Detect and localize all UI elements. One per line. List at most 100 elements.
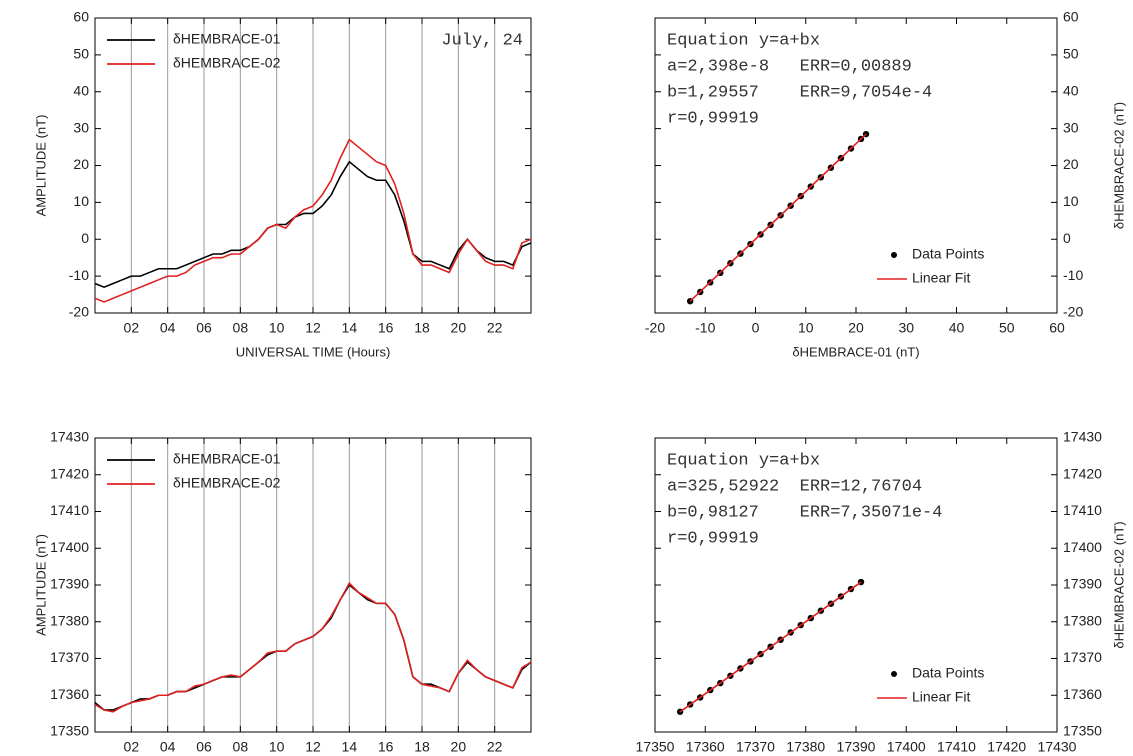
legend-label: δHEMBRACE-01 xyxy=(173,451,281,467)
plot-frame xyxy=(94,17,532,314)
annotation: r=0,99919 xyxy=(667,529,759,548)
y-tick-label: 17350 xyxy=(50,723,89,739)
y-tick-label: 17410 xyxy=(1063,502,1102,518)
y-tick-label: 20 xyxy=(1063,156,1079,172)
y-tick-label: 40 xyxy=(1063,82,1079,98)
x-tick-label: 12 xyxy=(305,739,321,755)
y-tick-label: 17380 xyxy=(1063,612,1102,628)
legend-swatch xyxy=(891,671,897,677)
y-axis-title: δHEMBRACE-02 (nT) xyxy=(1111,102,1126,229)
x-tick-label: 04 xyxy=(160,739,176,755)
legend-label: Linear Fit xyxy=(912,270,970,286)
x-tick-label: 18 xyxy=(414,320,430,336)
x-tick-label: 08 xyxy=(233,320,249,336)
x-tick-label: 14 xyxy=(342,739,358,755)
y-tick-label: -20 xyxy=(1063,304,1083,320)
annotation: b=1,29557 ERR=9,7054e-4 xyxy=(667,83,932,102)
x-tick-label: 18 xyxy=(414,739,430,755)
plot-frame xyxy=(654,17,1058,314)
y-axis-title: δHEMBRACE-02 (nT) xyxy=(1111,521,1126,648)
y-tick-label: 17400 xyxy=(1063,539,1102,555)
legend-label: Linear Fit xyxy=(912,689,970,705)
x-tick-label: 50 xyxy=(999,320,1015,336)
x-tick-label: 17410 xyxy=(937,739,976,755)
annotation: a=2,398e-8 ERR=0,00889 xyxy=(667,57,912,76)
x-tick-label: 04 xyxy=(160,320,176,336)
x-tick-label: 0 xyxy=(752,320,760,336)
y-tick-label: 17420 xyxy=(1063,465,1102,481)
x-tick-label: 06 xyxy=(196,739,212,755)
y-tick-label: 17360 xyxy=(50,686,89,702)
y-tick-label: 50 xyxy=(73,46,89,62)
annotation: July, 24 xyxy=(441,31,523,50)
x-tick-label: 10 xyxy=(798,320,814,336)
y-tick-label: 10 xyxy=(73,193,89,209)
x-tick-label: 02 xyxy=(124,320,140,336)
x-tick-label: 17420 xyxy=(987,739,1026,755)
x-tick-label: 17380 xyxy=(786,739,825,755)
y-tick-label: 17370 xyxy=(50,649,89,665)
x-tick-label: 17360 xyxy=(686,739,725,755)
x-tick-label: 60 xyxy=(1049,320,1065,336)
x-tick-label: 10 xyxy=(269,320,285,336)
annotation: a=325,52922 ERR=12,76704 xyxy=(667,477,922,496)
y-axis-title: AMPLITUDE (nT) xyxy=(33,115,48,217)
x-tick-label: 30 xyxy=(898,320,914,336)
plot-frame xyxy=(94,437,532,733)
annotation: Equation y=a+bx xyxy=(667,451,820,470)
x-tick-label: 10 xyxy=(269,739,285,755)
x-tick-label: -20 xyxy=(645,320,665,336)
y-tick-label: 17370 xyxy=(1063,649,1102,665)
x-axis-title: δHEMBRACE-01 (nT) xyxy=(792,344,919,359)
y-tick-label: 60 xyxy=(73,9,89,25)
x-tick-label: 02 xyxy=(124,739,140,755)
data-line xyxy=(94,138,532,303)
x-tick-label: 17370 xyxy=(736,739,775,755)
y-tick-label: 17430 xyxy=(1063,429,1102,445)
y-tick-label: 10 xyxy=(1063,193,1079,209)
legend-label: δHEMBRACE-02 xyxy=(173,55,281,71)
x-tick-label: 08 xyxy=(233,739,249,755)
annotation: r=0,99919 xyxy=(667,109,759,128)
annotation: b=0,98127 ERR=7,35071e-4 xyxy=(667,503,942,522)
x-tick-label: 06 xyxy=(196,320,212,336)
y-tick-label: 17380 xyxy=(50,612,89,628)
y-tick-label: 17400 xyxy=(50,539,89,555)
x-tick-label: 17400 xyxy=(887,739,926,755)
legend-label: δHEMBRACE-01 xyxy=(173,31,281,47)
plot-frame xyxy=(654,437,1058,733)
legend-label: Data Points xyxy=(912,665,984,681)
x-tick-label: 20 xyxy=(848,320,864,336)
fit-line xyxy=(689,133,867,302)
y-tick-label: 30 xyxy=(1063,119,1079,135)
y-tick-label: 40 xyxy=(73,82,89,98)
x-tick-label: 20 xyxy=(451,739,467,755)
x-tick-label: 20 xyxy=(451,320,467,336)
x-tick-label: 17430 xyxy=(1038,739,1077,755)
y-tick-label: 30 xyxy=(73,119,89,135)
x-tick-label: 40 xyxy=(949,320,965,336)
annotation: Equation y=a+bx xyxy=(667,31,820,50)
legend-label: Data Points xyxy=(912,246,984,262)
y-tick-label: -10 xyxy=(69,267,89,283)
x-tick-label: 16 xyxy=(378,320,394,336)
y-tick-label: -10 xyxy=(1063,267,1083,283)
y-tick-label: 17390 xyxy=(1063,576,1102,592)
y-tick-label: 17410 xyxy=(50,502,89,518)
y-tick-label: 20 xyxy=(73,156,89,172)
y-tick-label: 0 xyxy=(81,230,89,246)
y-tick-label: 17360 xyxy=(1063,686,1102,702)
x-tick-label: 22 xyxy=(487,320,503,336)
x-tick-label: 14 xyxy=(342,320,358,336)
fit-line xyxy=(679,581,862,713)
data-line xyxy=(94,581,532,713)
x-tick-label: -10 xyxy=(695,320,715,336)
data-line xyxy=(94,160,532,289)
y-axis-title: AMPLITUDE (nT) xyxy=(33,534,48,636)
x-tick-label: 17350 xyxy=(636,739,675,755)
y-tick-label: 17430 xyxy=(50,429,89,445)
y-tick-label: 60 xyxy=(1063,9,1079,25)
x-tick-label: 22 xyxy=(487,739,503,755)
x-tick-label: 12 xyxy=(305,320,321,336)
